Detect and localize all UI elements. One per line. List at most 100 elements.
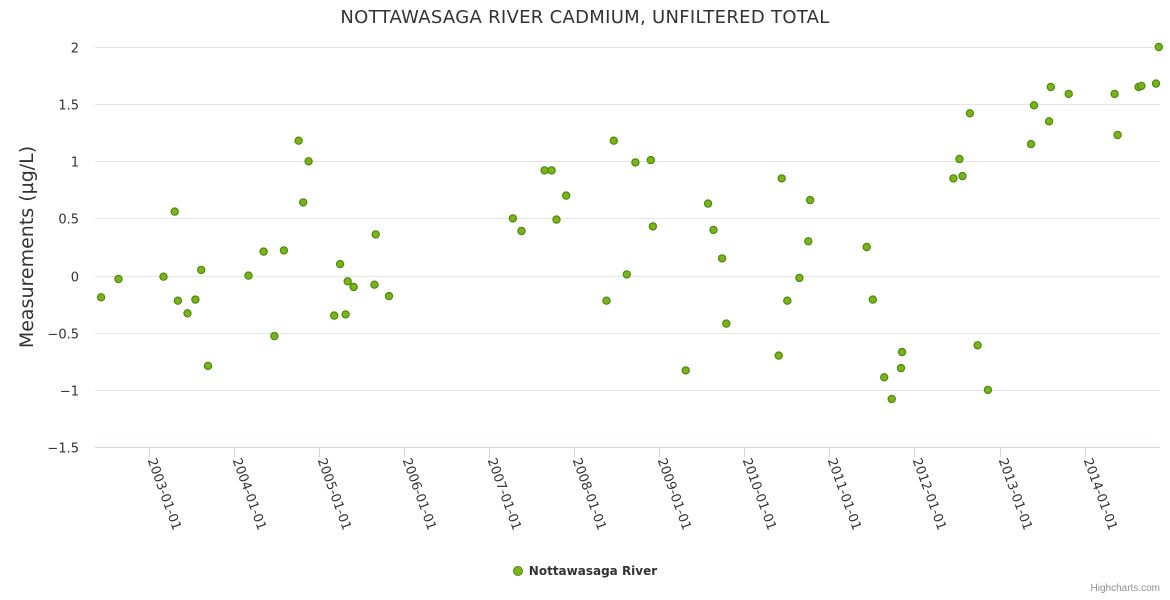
x-tick-label: 2013-01-01 (995, 456, 1035, 532)
data-point[interactable] (983, 385, 993, 395)
credits-link[interactable]: Highcharts.com (1090, 583, 1160, 594)
data-point[interactable] (173, 296, 183, 305)
data-point[interactable] (703, 199, 713, 208)
x-tick-label: 2008-01-01 (569, 456, 609, 532)
data-point[interactable] (868, 295, 878, 304)
data-point[interactable] (646, 155, 656, 165)
data-point[interactable] (681, 366, 690, 375)
legend-label: Nottawasaga River (528, 564, 658, 578)
data-point[interactable] (562, 191, 571, 200)
x-tick-label: 2003-01-01 (144, 456, 184, 532)
data-point[interactable] (279, 246, 289, 255)
data-point[interactable] (183, 309, 192, 318)
data-point[interactable] (259, 247, 268, 256)
data-point[interactable] (955, 154, 964, 164)
y-axis: Measurements (µg/L) −1.5 −1 −0.5 0 0.5 1 1.5 2 (16, 42, 79, 457)
data-point[interactable] (958, 171, 967, 181)
data-point[interactable] (805, 195, 815, 205)
data-point[interactable] (341, 310, 350, 319)
data-point[interactable] (1044, 117, 1054, 126)
y-tick-label: −0.5 (47, 328, 79, 343)
y-axis-label: Measurements (µg/L) (16, 146, 38, 348)
y-tick-label: −1.5 (47, 442, 79, 457)
data-point[interactable] (774, 351, 783, 360)
data-point[interactable] (299, 198, 308, 207)
data-point[interactable] (304, 157, 313, 166)
data-point[interactable] (547, 166, 556, 175)
legend: Nottawasaga River (0, 563, 1170, 581)
x-tick-label: 2009-01-01 (654, 456, 694, 532)
data-point[interactable] (203, 361, 213, 371)
data-point[interactable] (722, 319, 731, 328)
data-point[interactable] (540, 166, 549, 175)
data-point[interactable] (330, 311, 339, 320)
data-point[interactable] (370, 280, 379, 289)
y-tick-label: −1 (60, 385, 79, 400)
y-tick-label: 0 (71, 271, 79, 286)
data-point[interactable] (1151, 79, 1161, 88)
data-point[interactable] (777, 174, 786, 183)
data-point[interactable] (294, 136, 303, 145)
data-point[interactable] (343, 277, 352, 286)
y-tick-label: 2 (71, 42, 79, 57)
data-point[interactable] (804, 237, 813, 246)
data-point[interactable] (973, 341, 982, 350)
data-point[interactable] (96, 293, 106, 302)
data-point[interactable] (1137, 81, 1146, 91)
y-tick-label: 1.5 (58, 99, 79, 114)
x-tick-label: 2006-01-01 (399, 456, 439, 532)
scatter-series (96, 42, 1164, 404)
data-point[interactable] (159, 272, 168, 281)
data-point[interactable] (717, 254, 727, 263)
data-point[interactable] (609, 136, 619, 145)
data-point[interactable] (517, 226, 526, 236)
data-point[interactable] (631, 158, 640, 167)
x-tick-label: 2007-01-01 (484, 456, 524, 532)
data-point[interactable] (1029, 101, 1039, 110)
data-point[interactable] (371, 230, 380, 239)
data-point[interactable] (709, 225, 718, 235)
data-point[interactable] (384, 291, 394, 301)
data-point[interactable] (170, 207, 179, 216)
data-point[interactable] (887, 394, 896, 404)
data-point[interactable] (896, 363, 906, 373)
data-point[interactable] (114, 274, 123, 284)
data-point[interactable] (1110, 89, 1119, 99)
data-point[interactable] (270, 331, 279, 341)
data-point[interactable] (196, 265, 206, 275)
data-point[interactable] (552, 215, 561, 224)
data-point[interactable] (602, 296, 611, 305)
legend-marker-icon (512, 566, 523, 576)
data-point[interactable] (244, 271, 253, 280)
y-tick-label: 1 (71, 156, 79, 171)
data-point[interactable] (795, 273, 804, 283)
x-tick-label: 2005-01-01 (314, 456, 354, 532)
data-point[interactable] (965, 109, 975, 118)
x-tick-label: 2011-01-01 (824, 456, 864, 532)
x-axis: 2003-01-01 2004-01-01 2005-01-01 2006-01-01… (95, 447, 1160, 532)
data-point[interactable] (1026, 139, 1036, 149)
grid-lines (95, 47, 1160, 448)
data-point[interactable] (783, 296, 792, 305)
data-point[interactable] (508, 214, 518, 223)
data-point[interactable] (1113, 130, 1122, 140)
data-point[interactable] (335, 259, 345, 269)
data-point[interactable] (622, 270, 632, 279)
data-point[interactable] (191, 295, 200, 304)
data-point[interactable] (880, 373, 889, 382)
x-tick-label: 2012-01-01 (909, 456, 949, 532)
data-point[interactable] (349, 282, 358, 292)
data-point[interactable] (1154, 42, 1164, 52)
data-point[interactable] (1064, 89, 1073, 99)
y-tick-label: 0.5 (58, 213, 79, 228)
data-point[interactable] (1046, 82, 1056, 92)
legend-item-nottawasaga-river[interactable]: Nottawasaga River (512, 564, 658, 578)
data-point[interactable] (648, 222, 658, 231)
chart-title: NOTTAWASAGA RIVER CADMIUM, UNFILTERED TO… (340, 7, 830, 28)
data-point[interactable] (897, 347, 907, 357)
data-point[interactable] (862, 242, 871, 252)
data-point[interactable] (949, 174, 958, 183)
x-tick-label: 2010-01-01 (739, 456, 779, 532)
